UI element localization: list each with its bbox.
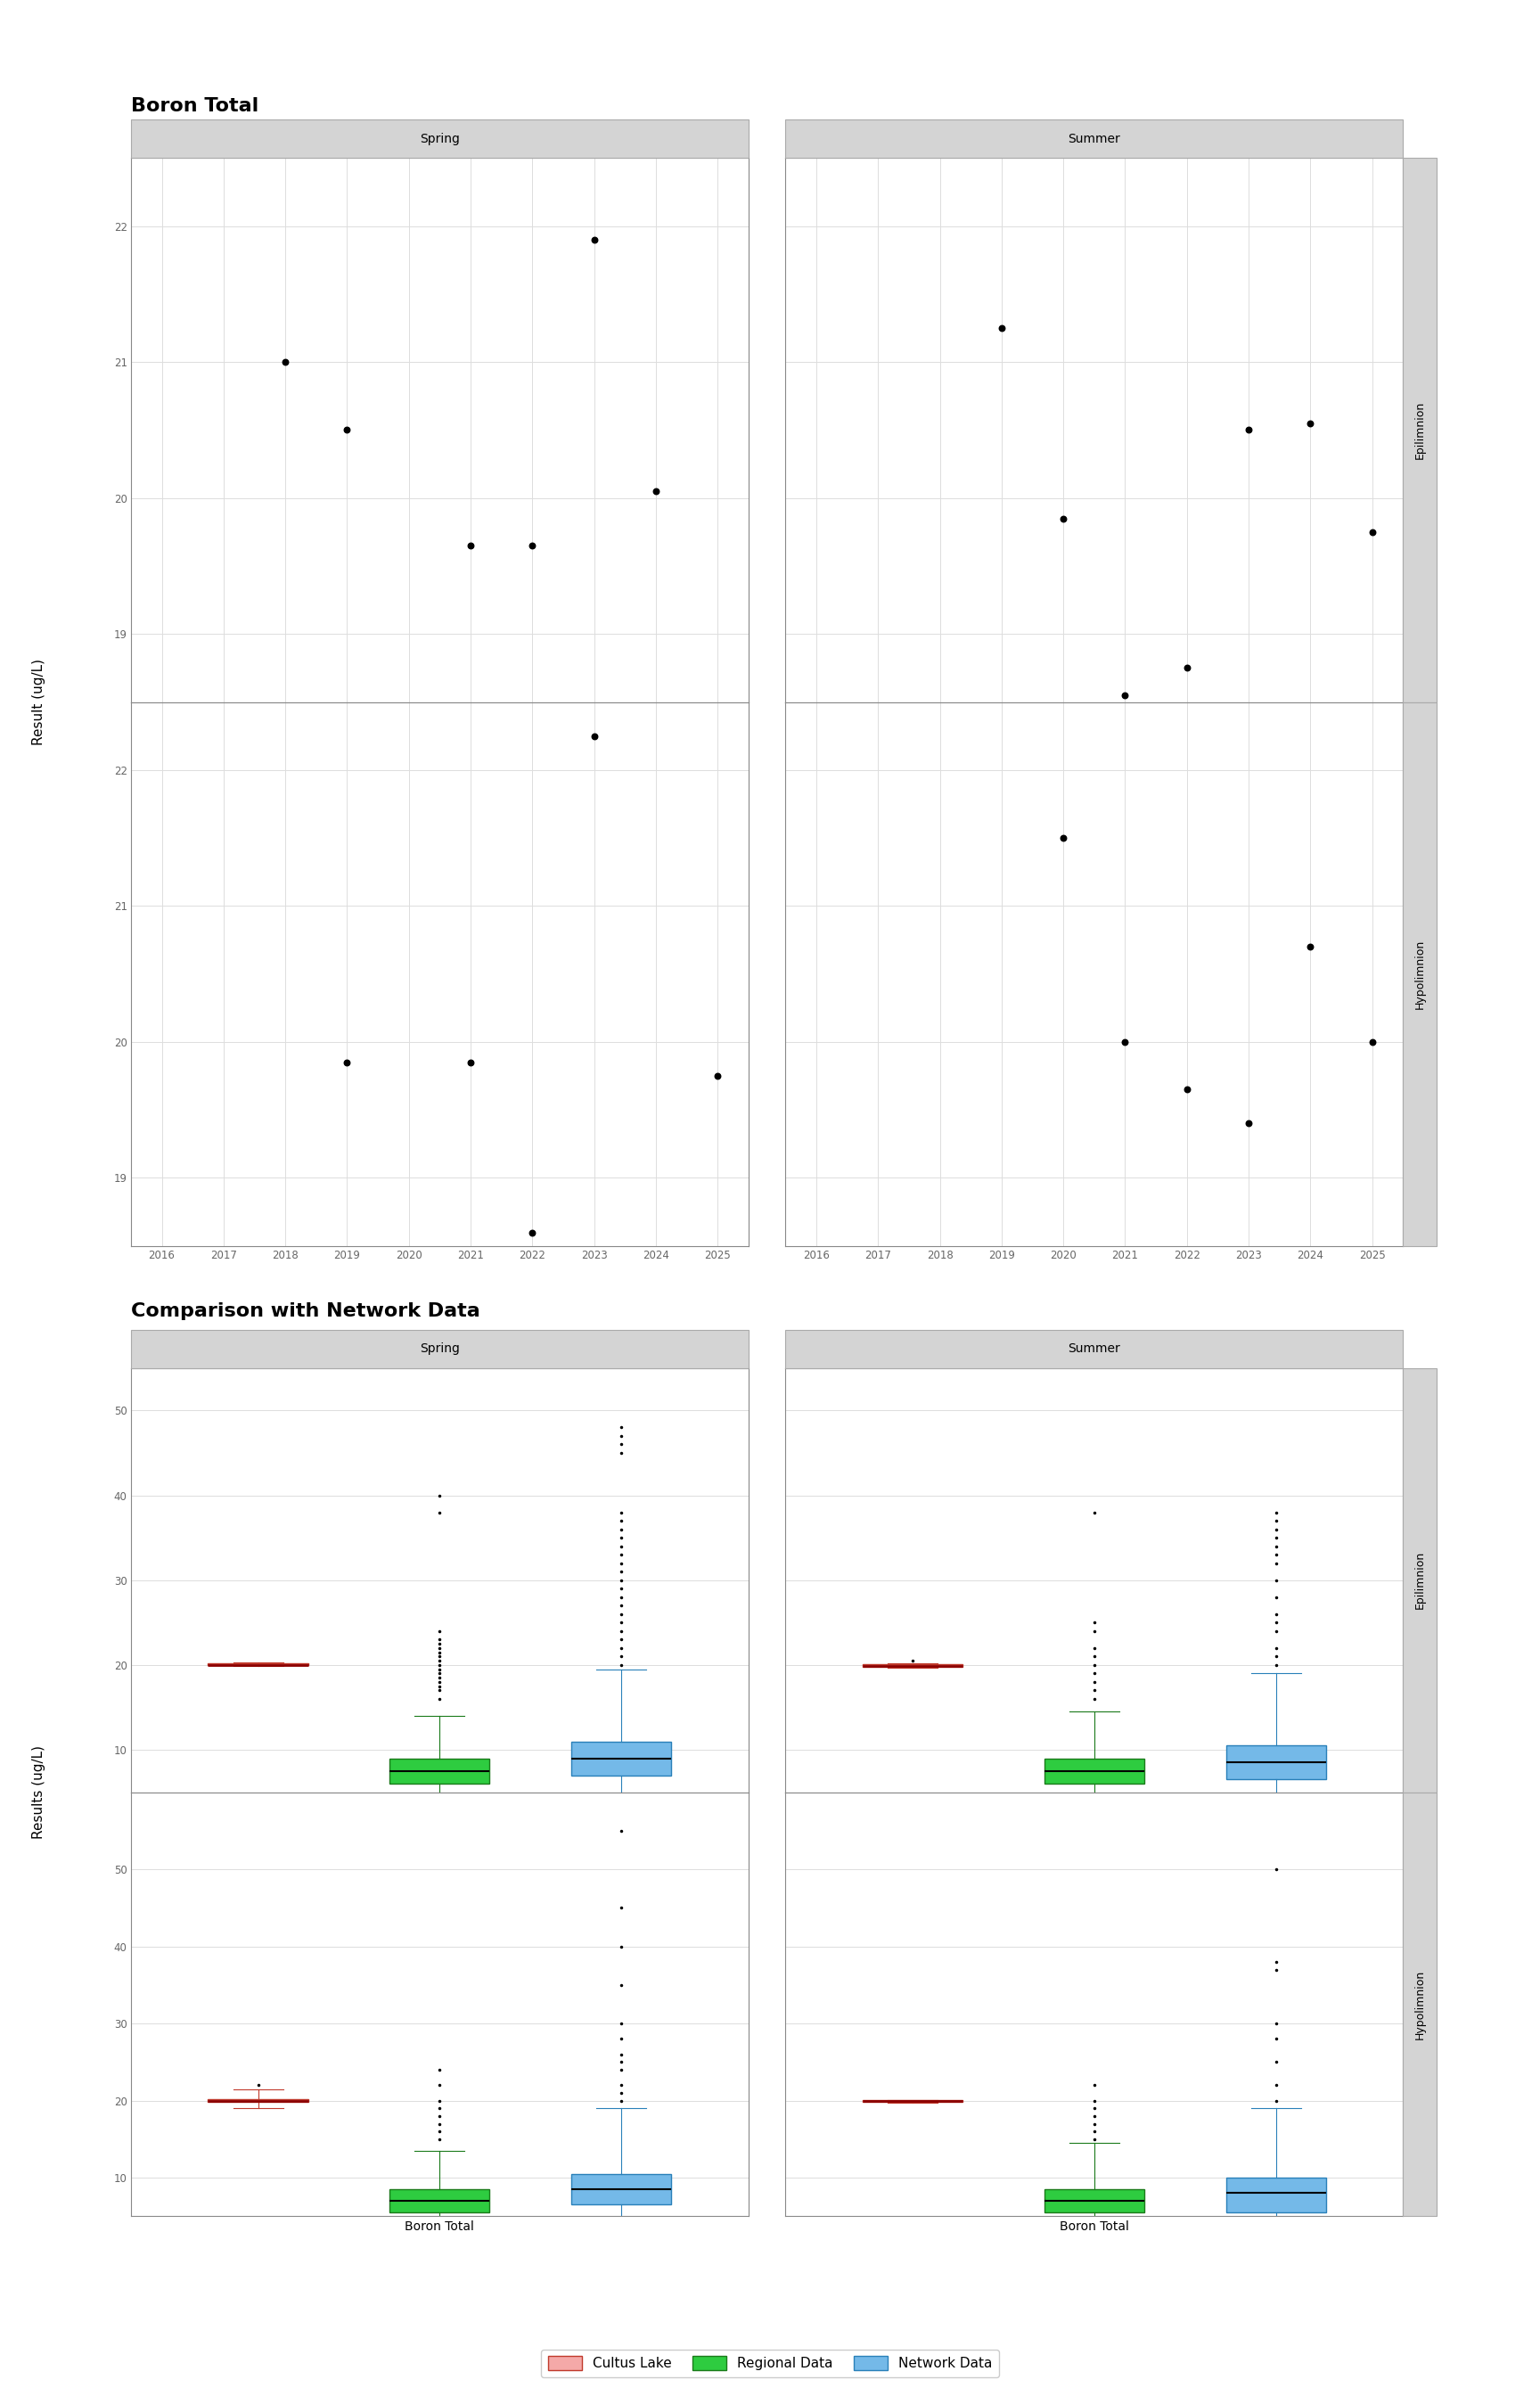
- PathPatch shape: [1226, 1747, 1326, 1780]
- Point: [1237, 1105, 1261, 1143]
- Point: [521, 527, 545, 565]
- Point: [582, 716, 607, 755]
- Point: [273, 343, 297, 381]
- PathPatch shape: [571, 2173, 671, 2204]
- Point: [1360, 1023, 1384, 1061]
- PathPatch shape: [1226, 2178, 1326, 2212]
- Text: Summer: Summer: [1069, 132, 1121, 146]
- Point: [459, 527, 484, 565]
- Point: [705, 1057, 730, 1095]
- Text: Boron Total: Boron Total: [131, 98, 259, 115]
- Text: Epilimnion: Epilimnion: [1414, 1550, 1426, 1610]
- Point: [1113, 676, 1138, 714]
- PathPatch shape: [1044, 2190, 1144, 2212]
- Point: [334, 412, 359, 450]
- Text: Comparison with Network Data: Comparison with Network Data: [131, 1303, 480, 1320]
- Text: Spring: Spring: [420, 132, 459, 146]
- PathPatch shape: [390, 1759, 490, 1783]
- Point: [1237, 412, 1261, 450]
- PathPatch shape: [208, 1663, 308, 1665]
- Point: [459, 1042, 484, 1081]
- Point: [334, 1042, 359, 1081]
- PathPatch shape: [390, 2190, 490, 2212]
- Text: Results (ug/L): Results (ug/L): [32, 1744, 45, 1840]
- Point: [1175, 1071, 1200, 1109]
- Point: [644, 472, 668, 510]
- Point: [1050, 819, 1075, 858]
- Point: [1113, 1023, 1138, 1061]
- PathPatch shape: [571, 1742, 671, 1775]
- Point: [1360, 513, 1384, 551]
- Point: [1298, 405, 1323, 443]
- Text: Spring: Spring: [420, 1342, 459, 1356]
- Text: Epilimnion: Epilimnion: [1414, 400, 1426, 460]
- Point: [1298, 927, 1323, 966]
- Point: [1050, 498, 1075, 537]
- Text: Summer: Summer: [1069, 1342, 1121, 1356]
- PathPatch shape: [1044, 1759, 1144, 1783]
- Text: Result (ug/L): Result (ug/L): [32, 659, 45, 745]
- Point: [521, 1212, 545, 1251]
- Text: Hypolimnion: Hypolimnion: [1414, 1970, 1426, 2039]
- Point: [1175, 649, 1200, 688]
- Legend: Cultus Lake, Regional Data, Network Data: Cultus Lake, Regional Data, Network Data: [541, 2350, 999, 2377]
- Text: Hypolimnion: Hypolimnion: [1414, 939, 1426, 1009]
- Point: [989, 309, 1013, 347]
- PathPatch shape: [862, 1665, 962, 1668]
- Point: [582, 220, 607, 259]
